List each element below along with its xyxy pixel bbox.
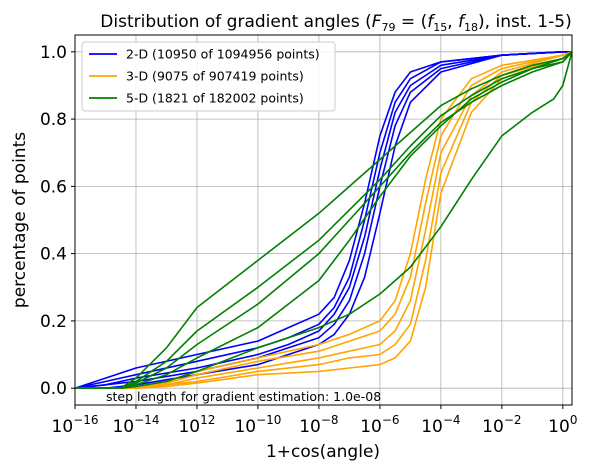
x-tick-label: 100 <box>548 413 577 437</box>
legend-label-1: 2-D (10950 of 1094956 points) <box>126 47 320 62</box>
legend: 2-D (10950 of 1094956 points) 3-D (9075 o… <box>81 41 336 112</box>
x-tick-label: 10−8 <box>299 413 338 437</box>
series-line-1 <box>74 51 572 389</box>
x-tick-label: 10−2 <box>482 413 521 437</box>
x-tick-label: 10−10 <box>234 413 281 437</box>
chart-title: Distribution of gradient angles (F79 = (… <box>100 12 571 34</box>
y-tick-label: 0.2 <box>40 312 67 332</box>
legend-label-2: 3-D (9075 of 907419 points) <box>126 69 304 84</box>
series-line-2 <box>75 51 573 389</box>
y-tick-label: 1.0 <box>40 43 67 63</box>
x-tick-label: 10−6 <box>360 413 399 437</box>
annotation-step-length: step length for gradient estimation: 1.0… <box>106 389 381 404</box>
series-line-3 <box>75 51 573 389</box>
y-tick-label: 0.0 <box>40 379 67 399</box>
series-line-3 <box>75 51 573 389</box>
y-tick-label: 0.6 <box>40 177 67 197</box>
plot-frame <box>74 34 573 406</box>
y-axis-ticks: 0.0 0.2 0.4 0.6 0.8 1.0 <box>40 43 75 399</box>
x-tick-label: 10−16 <box>52 413 99 437</box>
series-line-1 <box>74 51 572 389</box>
legend-box <box>81 41 336 112</box>
series-line-2 <box>75 51 573 389</box>
y-tick-label: 0.8 <box>40 110 67 130</box>
series-line-2 <box>75 51 573 389</box>
series-line-3 <box>75 51 573 389</box>
x-tick-label: 10−4 <box>421 413 460 437</box>
series-line-1 <box>74 51 572 389</box>
x-tick-label: 1012 <box>178 413 215 437</box>
series-line-3 <box>75 51 573 389</box>
y-tick-label: 0.4 <box>40 245 67 265</box>
y-axis-label: percentage of points <box>10 132 30 308</box>
x-tick-label: 10−14 <box>112 413 159 437</box>
x-axis-label: 1+cos(angle) <box>266 442 380 462</box>
x-axis-ticks: 10−16 10−14 1012 10−10 10−8 10−6 10−4 10−2 100 <box>52 405 577 437</box>
series-line-2 <box>75 51 573 389</box>
series-line-3 <box>75 51 573 389</box>
data-curves <box>74 51 573 389</box>
legend-label-3: 5-D (1821 of 182002 points) <box>126 91 304 106</box>
